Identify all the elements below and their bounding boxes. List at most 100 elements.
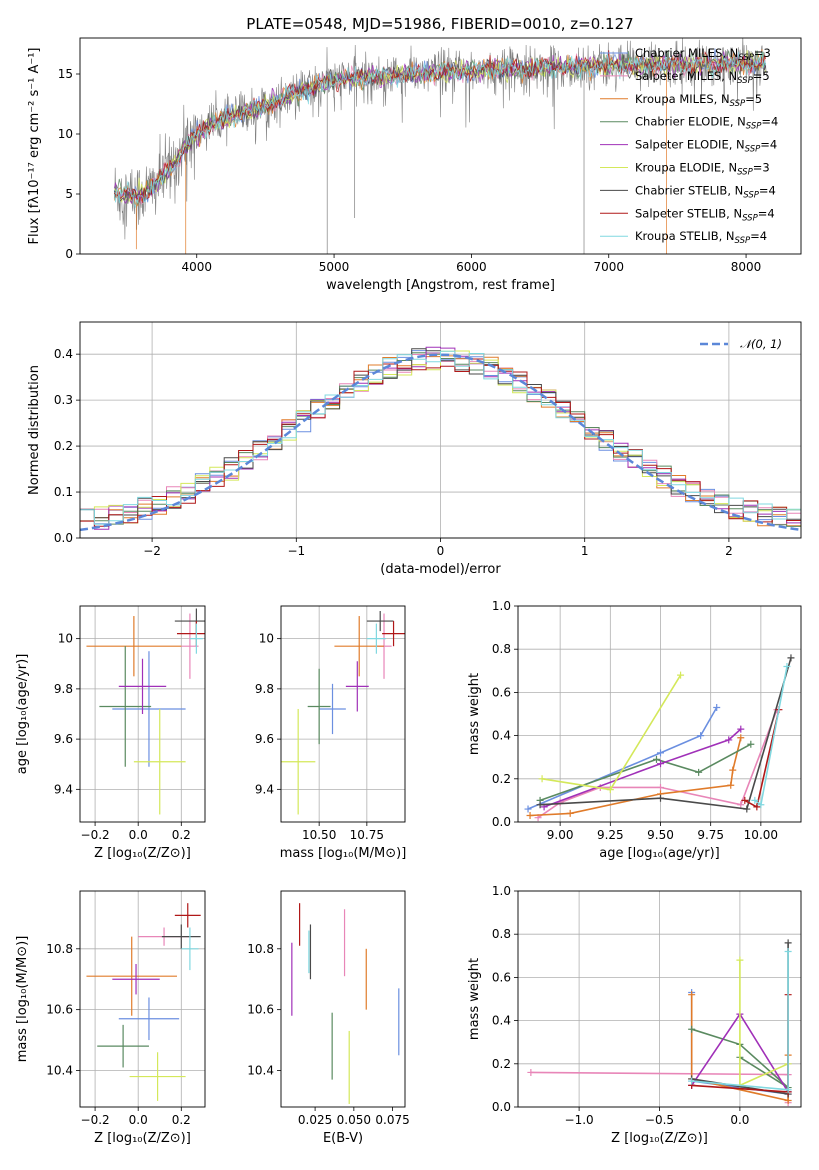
legend-chabrier-elodie-label: Chabrier ELODIE, NSSP=4 xyxy=(635,115,778,132)
weight-vs-age-marker-chabrier-miles xyxy=(713,704,721,712)
age-vs-z-plot-area xyxy=(86,608,205,815)
weight-vs-age-line-chabrier-stelib xyxy=(540,657,792,810)
weight-vs-age-x-tick-label: 9.00 xyxy=(547,828,574,842)
mass-vs-ebv-x-tick-label: 0.025 xyxy=(298,1113,332,1127)
residuals-y-axis-label: Normed distribution xyxy=(27,365,42,495)
spectrum-x-tick-label: 7000 xyxy=(593,260,624,274)
residuals-frame xyxy=(79,321,802,539)
weight-vs-z-x-tick-label: −0.5 xyxy=(645,1113,674,1127)
mass-vs-z-y-tick-label: 10.4 xyxy=(46,1063,73,1077)
weight-vs-z-plot-area xyxy=(527,939,792,1107)
weight-vs-z-marker-chabrier-stelib xyxy=(784,939,792,947)
weight-vs-age-panel: 9.00 9.25 9.50 9.75 10.00 0.0 0.2 0.4 0.6 0.8 1.0 a… xyxy=(467,599,802,861)
weight-vs-age-marker-chabrier-stelib xyxy=(743,805,751,813)
model-spectrum-kroupa-stelib-line xyxy=(113,51,767,208)
weight-vs-age-x-tick-label: 9.50 xyxy=(647,828,674,842)
weight-vs-age-x-tick-label: 10.00 xyxy=(744,828,778,842)
model-spectrum-salpeter-stelib-line xyxy=(113,50,767,204)
weight-vs-age-marker-kroupa-stelib xyxy=(751,796,759,804)
weight-vs-z-frame xyxy=(517,890,802,1108)
weight-vs-age-x-axis-label: age [log₁₀(age/yr)] xyxy=(599,846,720,861)
weight-vs-age-marker-kroupa-stelib xyxy=(757,801,765,809)
mass-vs-ebv-frame xyxy=(280,890,406,1108)
weight-vs-z-y-tick-label: 1.0 xyxy=(492,884,511,898)
mass-vs-ebv-panel: 0.025 0.050 0.075 10.4 10.6 10.8 E(B-V) xyxy=(247,890,410,1146)
residuals-x-tick-label: 1 xyxy=(581,544,589,558)
residuals-panel: −2 −1 0 1 2 0.0 0.1 0.2 0.3 0.4 (data-model)/error… xyxy=(27,321,802,577)
age-vs-mass-x-tick-label: 10.75 xyxy=(350,828,384,842)
residuals-y-tick-label: 0.4 xyxy=(54,347,73,361)
normal-curve-line xyxy=(80,353,801,532)
weight-vs-age-y-tick-label: 0.2 xyxy=(492,772,511,786)
mass-vs-z-x-tick-label: 0.0 xyxy=(129,1113,148,1127)
weight-vs-age-line-kroupa-miles xyxy=(529,737,742,817)
age-vs-z-y-tick-label: 9.6 xyxy=(54,732,73,746)
mass-vs-ebv-y-tick-label: 10.6 xyxy=(247,1003,274,1017)
weight-vs-age-marker-chabrier-miles xyxy=(657,749,665,757)
age-vs-z-y-axis-label: age [log₁₀(age/yr)] xyxy=(15,654,30,775)
legend-kroupa-miles-label: Kroupa MILES, NSSP=5 xyxy=(635,92,762,109)
weight-vs-z-marker-kroupa-miles xyxy=(688,991,696,999)
weight-vs-age-marker-salpeter-elodie xyxy=(725,736,733,744)
weight-vs-age-y-tick-label: 1.0 xyxy=(492,599,511,613)
legend-kroupa-stelib-label: Kroupa STELIB, NSSP=4 xyxy=(635,229,767,246)
age-vs-mass-y-tick-label: 9.6 xyxy=(255,732,274,746)
age-vs-mass-x-tick-label: 10.50 xyxy=(302,828,336,842)
weight-vs-age-marker-kroupa-miles xyxy=(526,812,534,820)
weight-vs-age-marker-kroupa-miles xyxy=(737,734,745,742)
weight-vs-z-marker-chabrier-elodie xyxy=(688,1025,696,1033)
weight-vs-age-line-salpeter-elodie xyxy=(543,728,742,808)
spectrum-title: PLATE=0548, MJD=51986, FIBERID=0010, z=0… xyxy=(246,15,633,33)
weight-vs-age-x-tick-label: 9.75 xyxy=(697,828,724,842)
weight-vs-age-marker-chabrier-stelib xyxy=(787,654,795,662)
spectrum-x-tick-label: 5000 xyxy=(319,260,350,274)
spectrum-y-axis-label: Flux [fλ10⁻¹⁷ erg cm⁻² s⁻¹ A⁻¹] xyxy=(27,48,42,245)
residuals-y-tick-label: 0.1 xyxy=(54,485,73,499)
weight-vs-z-y-tick-label: 0.2 xyxy=(492,1057,511,1071)
weight-vs-z-y-tick-label: 0.6 xyxy=(492,970,511,984)
weight-vs-age-line-salpeter-miles xyxy=(537,709,778,819)
age-vs-z-x-axis-label: Z [log₁₀(Z/Z⊙)] xyxy=(94,846,191,861)
weight-vs-age-marker-salpeter-stelib xyxy=(753,803,761,811)
residual-hist-kroupa-stelib-line xyxy=(80,350,801,525)
weight-vs-z-x-tick-label: −1.0 xyxy=(565,1113,594,1127)
weight-vs-z-marker-kroupa-miles xyxy=(784,1097,792,1105)
age-vs-z-frame xyxy=(79,605,206,823)
residuals-x-tick-label: 2 xyxy=(725,544,733,558)
residuals-x-tick-label: 0 xyxy=(437,544,445,558)
weight-vs-z-y-tick-label: 0.0 xyxy=(492,1100,511,1114)
age-vs-z-y-tick-label: 10 xyxy=(58,632,73,646)
weight-vs-age-marker-kroupa-elodie xyxy=(677,671,685,679)
spectrum-x-tick-label: 6000 xyxy=(456,260,487,274)
weight-vs-age-marker-chabrier-stelib xyxy=(657,794,665,802)
weight-vs-age-marker-kroupa-elodie xyxy=(606,786,614,794)
residual-hist-salpeter-stelib-line xyxy=(80,358,801,527)
legend-chabrier-stelib-label: Chabrier STELIB, NSSP=4 xyxy=(635,183,776,200)
weight-vs-z-marker-kroupa-stelib xyxy=(688,1077,696,1085)
mass-vs-z-plot-area xyxy=(86,903,201,1101)
weight-vs-age-marker-salpeter-miles xyxy=(657,783,665,791)
age-vs-mass-frame xyxy=(280,605,406,823)
weight-vs-z-y-tick-label: 0.8 xyxy=(492,927,511,941)
weight-vs-age-marker-kroupa-miles xyxy=(566,809,574,817)
residuals-y-tick-label: 0.2 xyxy=(54,439,73,453)
mass-vs-z-x-tick-label: 0.2 xyxy=(172,1113,191,1127)
mass-vs-z-y-tick-label: 10.8 xyxy=(46,942,73,956)
age-vs-mass-plot-area xyxy=(281,611,405,815)
weight-vs-age-marker-kroupa-elodie xyxy=(538,775,546,783)
weight-vs-z-marker-kroupa-stelib xyxy=(784,947,792,955)
mass-vs-ebv-x-tick-label: 0.075 xyxy=(375,1113,409,1127)
weight-vs-age-marker-salpeter-elodie xyxy=(657,760,665,768)
weight-vs-z-marker-kroupa-elodie xyxy=(736,956,744,964)
weight-vs-z-x-tick-label: 0.0 xyxy=(730,1113,749,1127)
legend-salpeter-elodie-label: Salpeter ELODIE, NSSP=4 xyxy=(635,138,777,155)
weight-vs-age-y-axis-label: mass weight xyxy=(467,673,482,755)
age-vs-z-x-tick-label: 0.2 xyxy=(172,828,191,842)
mass-vs-ebv-x-axis-label: E(B-V) xyxy=(323,1131,363,1146)
spectrum-x-tick-label: 4000 xyxy=(181,260,212,274)
age-vs-mass-panel: 10.50 10.75 9.4 9.6 9.8 10 mass [log₁₀(M/M⊙)] xyxy=(255,605,406,861)
mass-vs-z-x-axis-label: Z [log₁₀(Z/Z⊙)] xyxy=(94,1131,191,1146)
weight-vs-age-marker-chabrier-miles xyxy=(697,732,705,740)
weight-vs-age-frame xyxy=(517,605,802,823)
weight-vs-age-marker-chabrier-elodie xyxy=(652,755,660,763)
